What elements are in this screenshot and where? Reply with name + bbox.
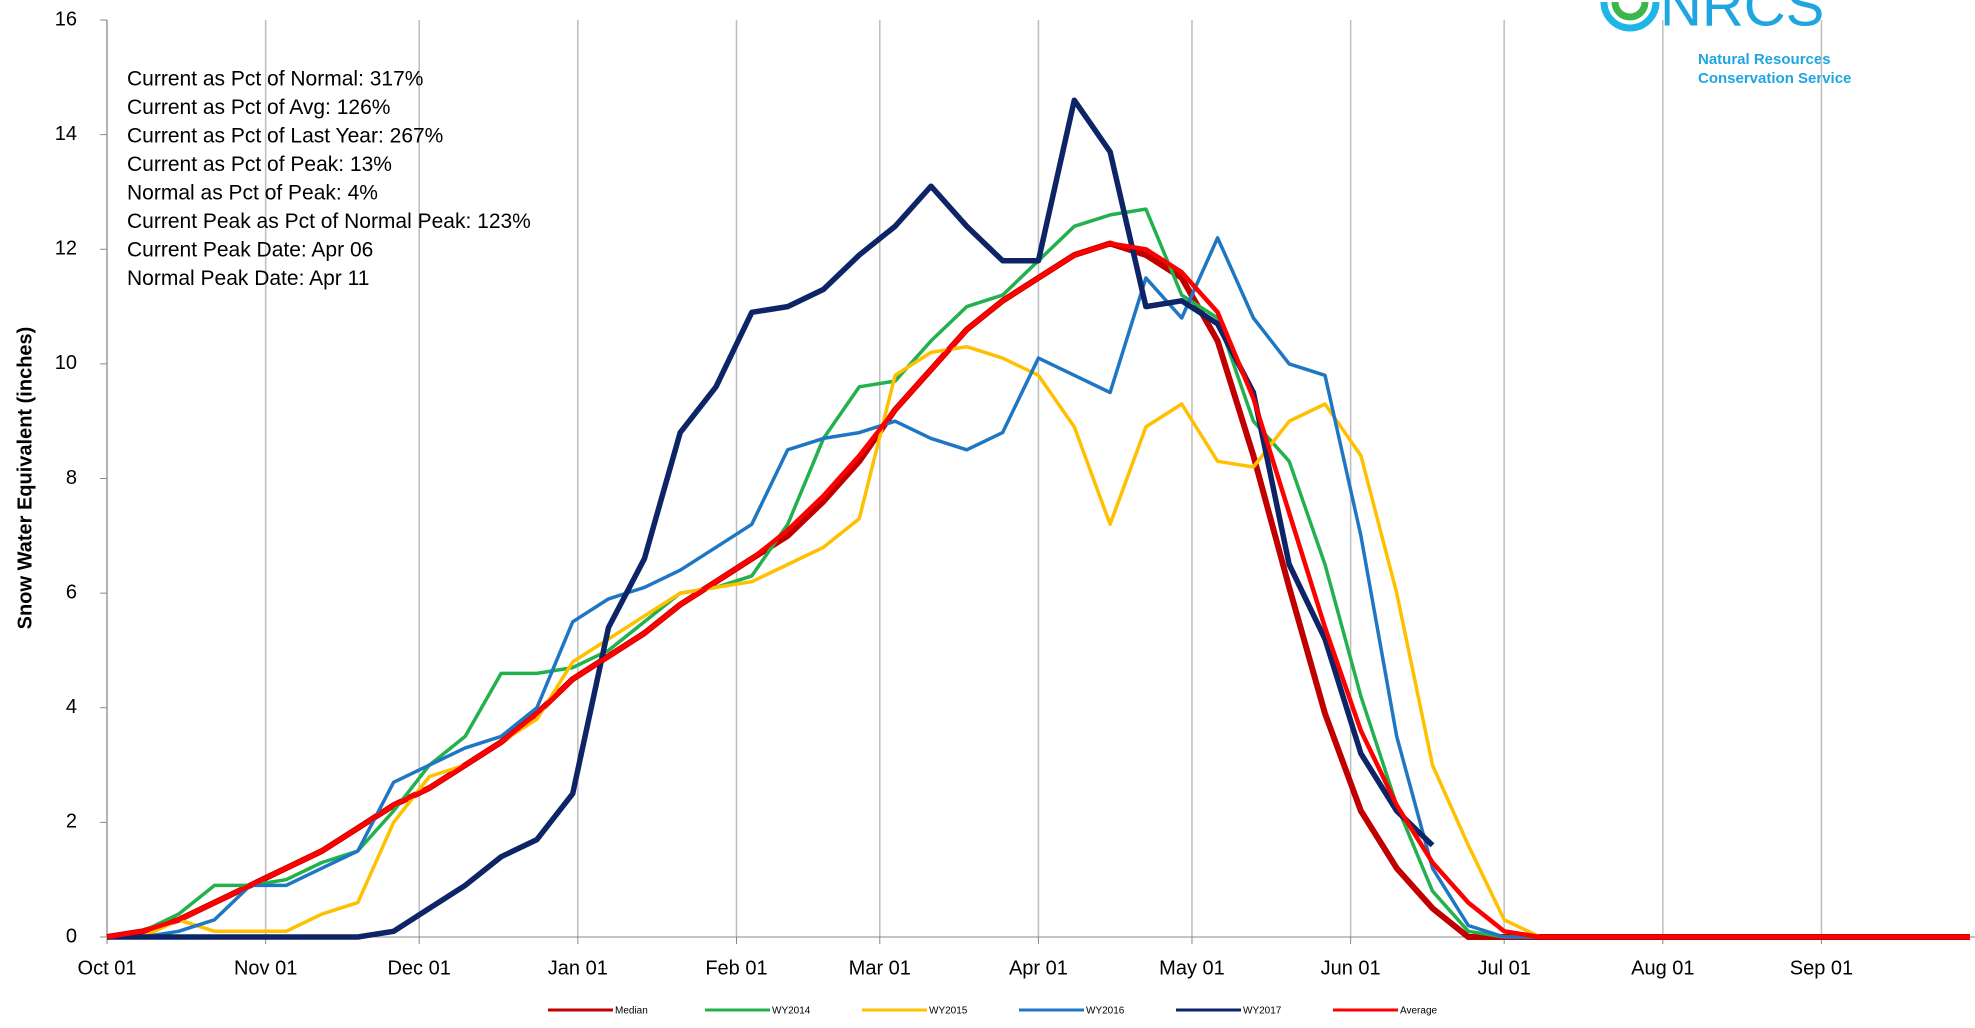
y-tick-label: 16 [55,8,77,30]
x-tick-label: Aug 01 [1631,957,1694,979]
legend-label: WY2014 [772,1006,811,1017]
logo-name: NRCS [1660,0,1824,38]
y-tick-label: 0 [66,925,77,947]
x-tick-label: Feb 01 [705,957,767,979]
x-tick-label: Mar 01 [849,957,911,979]
annotation: Current as Pct of Avg: 126% [127,96,390,119]
annotation: Current as Pct of Normal: 317% [127,68,423,91]
logo-ring [1600,1,1660,32]
annotation: Current Peak as Pct of Normal Peak: 123% [127,210,531,233]
y-tick-label: 6 [66,581,77,603]
series-line [107,97,1435,940]
x-tick-label: May 01 [1159,957,1225,979]
x-tick-label: Jun 01 [1321,957,1381,979]
x-tick-label: Sep 01 [1790,957,1853,979]
y-tick-label: 8 [66,467,77,489]
logo: NRCS Natural Resources Conservation Serv… [1600,0,1851,87]
logo-line: Natural Resources [1698,51,1831,68]
y-tick-label: 4 [66,696,77,718]
legend-label: WY2017 [1243,1006,1282,1017]
annotation: Current Peak Date: Apr 06 [127,239,373,262]
series-line [106,241,1970,940]
y-axis-label: Snow Water Equivalent (inches) [14,327,36,630]
x-tick-label: Jan 01 [548,957,608,979]
annotation: Current as Pct of Peak: 13% [127,153,392,176]
legend-label: WY2016 [1086,1006,1125,1017]
x-tick-label: Oct 01 [78,957,137,979]
logo-ring [1611,1,1649,21]
annotation: Normal as Pct of Peak: 4% [127,182,378,205]
x-tick-label: Dec 01 [387,957,450,979]
annotation: Normal Peak Date: Apr 11 [127,267,369,290]
annotation: Current as Pct of Last Year: 267% [127,125,443,148]
logo-line: Conservation Service [1698,70,1851,87]
y-tick-label: 14 [55,123,77,145]
x-tick-label: Nov 01 [234,957,297,979]
y-tick-label: 10 [55,352,77,374]
legend-label: Median [615,1006,648,1017]
legend-label: WY2015 [929,1006,968,1017]
y-tick-label: 12 [55,238,77,260]
legend-label: Average [1400,1006,1438,1017]
x-tick-label: Apr 01 [1009,957,1068,979]
x-tick-label: Jul 01 [1477,957,1530,979]
y-tick-label: 2 [66,811,77,833]
